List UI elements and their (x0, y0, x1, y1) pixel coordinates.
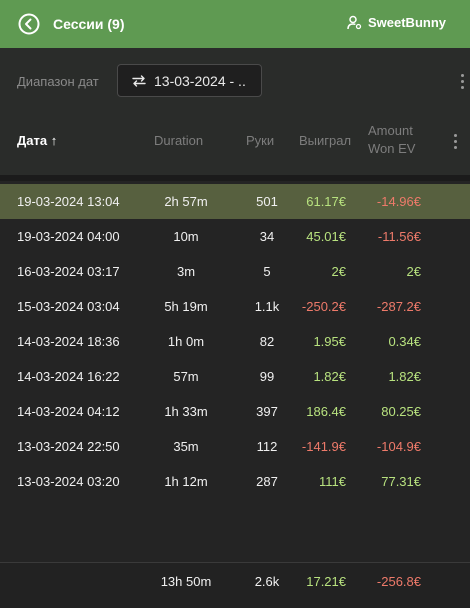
table-row[interactable]: 14-03-2024 04:12 1h 33m 397 186.4€ 80.25€ (0, 394, 470, 429)
cell-won-ev: -11.56€ (377, 229, 421, 244)
cell-date: 19-03-2024 04:00 (17, 229, 120, 244)
user-menu-button[interactable]: SweetBunny (347, 15, 446, 30)
header-separator (0, 175, 470, 181)
totals-row: 13h 50m 2.6k 17.21€ -256.8€ (0, 563, 470, 608)
cell-won-ev: -287.2€ (376, 299, 421, 314)
column-header-hands[interactable]: Руки (246, 133, 275, 148)
table-row[interactable]: 19-03-2024 13:04 2h 57m 501 61.17€ -14.96€ (0, 184, 470, 219)
back-button[interactable] (18, 13, 40, 35)
swap-arrows-icon (132, 74, 146, 87)
kebab-menu-icon (460, 73, 464, 77)
column-header-won-ev-line1: Amount (368, 123, 413, 138)
columns-menu-button[interactable] (450, 131, 460, 151)
cell-date: 16-03-2024 03:17 (17, 264, 120, 279)
cell-won-ev: -104.9€ (376, 439, 421, 454)
cell-won: 1.95€ (313, 334, 346, 349)
kebab-menu-icon (453, 133, 457, 137)
cell-hands: 34 (259, 229, 275, 244)
cell-duration: 5h 19m (164, 299, 208, 314)
cell-hands: 112 (256, 439, 278, 454)
cell-duration: 1h 0m (167, 334, 205, 349)
cell-won: -250.2€ (301, 299, 346, 314)
column-header-date[interactable]: Дата ↑ (17, 133, 58, 148)
cell-won: 61.17€ (306, 194, 346, 209)
table-row[interactable]: 19-03-2024 04:00 10m 34 45.01€ -11.56€ (0, 219, 470, 254)
cell-duration: 1h 12m (164, 474, 208, 489)
cell-hands: 397 (256, 404, 278, 419)
cell-won-ev: 80.25€ (381, 404, 421, 419)
cell-won-ev: 0.34€ (388, 334, 421, 349)
column-header-won[interactable]: Выиграл (299, 133, 352, 148)
cell-hands: 5 (263, 264, 271, 279)
cell-won: 1.82€ (313, 369, 346, 384)
toolbar: Диапазон дат 13-03-2024 - .. Дата ↑ Dura… (0, 48, 470, 180)
cell-won: 186.4€ (306, 404, 346, 419)
table-row[interactable]: 13-03-2024 03:20 1h 12m 287 111€ 77.31€ (0, 464, 470, 499)
table-row[interactable]: 13-03-2024 22:50 35m 112 -141.9€ -104.9€ (0, 429, 470, 464)
column-header-won-ev-line2: Won EV (368, 141, 416, 156)
cell-won-ev: 2€ (406, 264, 421, 279)
cell-date: 13-03-2024 22:50 (17, 439, 120, 454)
table-row[interactable]: 16-03-2024 03:17 3m 5 2€ 2€ (0, 254, 470, 289)
cell-date: 14-03-2024 16:22 (17, 369, 120, 384)
cell-hands: 82 (259, 334, 275, 349)
toolbar-menu-button[interactable] (457, 71, 467, 91)
column-header-duration[interactable]: Duration (154, 133, 204, 148)
cell-duration: 57m (173, 369, 199, 384)
date-range-label: Диапазон дат (17, 74, 99, 89)
user-gear-icon (347, 15, 362, 30)
total-won-ev: -256.8€ (376, 574, 421, 589)
cell-hands: 501 (256, 194, 278, 209)
username-label: SweetBunny (367, 15, 446, 30)
cell-won-ev: -14.96€ (376, 194, 421, 209)
cell-date: 14-03-2024 18:36 (17, 334, 120, 349)
cell-won-ev: 77.31€ (381, 474, 421, 489)
total-duration: 13h 50m (160, 574, 212, 589)
cell-duration: 2h 57m (164, 194, 208, 209)
cell-won: 45.01€ (306, 229, 346, 244)
cell-date: 14-03-2024 04:12 (17, 404, 120, 419)
page-title: Сессии (9) (53, 16, 125, 32)
cell-duration: 35m (173, 439, 199, 454)
cell-date: 13-03-2024 03:20 (17, 474, 120, 489)
total-hands: 2.6k (254, 574, 280, 589)
cell-hands: 99 (259, 369, 275, 384)
sessions-table: 19-03-2024 13:04 2h 57m 501 61.17€ -14.96€ 19… (0, 184, 470, 499)
column-header-won-ev[interactable]: Amount Won EV (368, 122, 415, 158)
date-range-value: 13-03-2024 - .. (154, 72, 246, 89)
cell-won: -141.9€ (301, 439, 346, 454)
table-row[interactable]: 14-03-2024 16:22 57m 99 1.82€ 1.82€ (0, 359, 470, 394)
table-row[interactable]: 14-03-2024 18:36 1h 0m 82 1.95€ 0.34€ (0, 324, 470, 359)
app-header: Сессии (9) SweetBunny (0, 0, 470, 48)
circle-chevron-left-icon (18, 13, 40, 35)
date-range-button[interactable]: 13-03-2024 - .. (117, 64, 262, 97)
cell-hands: 287 (256, 474, 278, 489)
footer-divider (0, 562, 470, 563)
total-won: 17.21€ (306, 574, 346, 589)
cell-date: 15-03-2024 03:04 (17, 299, 120, 314)
cell-won: 2€ (331, 264, 346, 279)
cell-date: 19-03-2024 13:04 (17, 194, 120, 209)
cell-duration: 10m (173, 229, 199, 244)
cell-duration: 1h 33m (164, 404, 208, 419)
cell-duration: 3m (176, 264, 196, 279)
cell-hands: 1.1k (254, 299, 280, 314)
cell-won-ev: 1.82€ (388, 369, 421, 384)
cell-won: 111€ (319, 474, 346, 489)
table-row[interactable]: 15-03-2024 03:04 5h 19m 1.1k -250.2€ -287.2€ (0, 289, 470, 324)
